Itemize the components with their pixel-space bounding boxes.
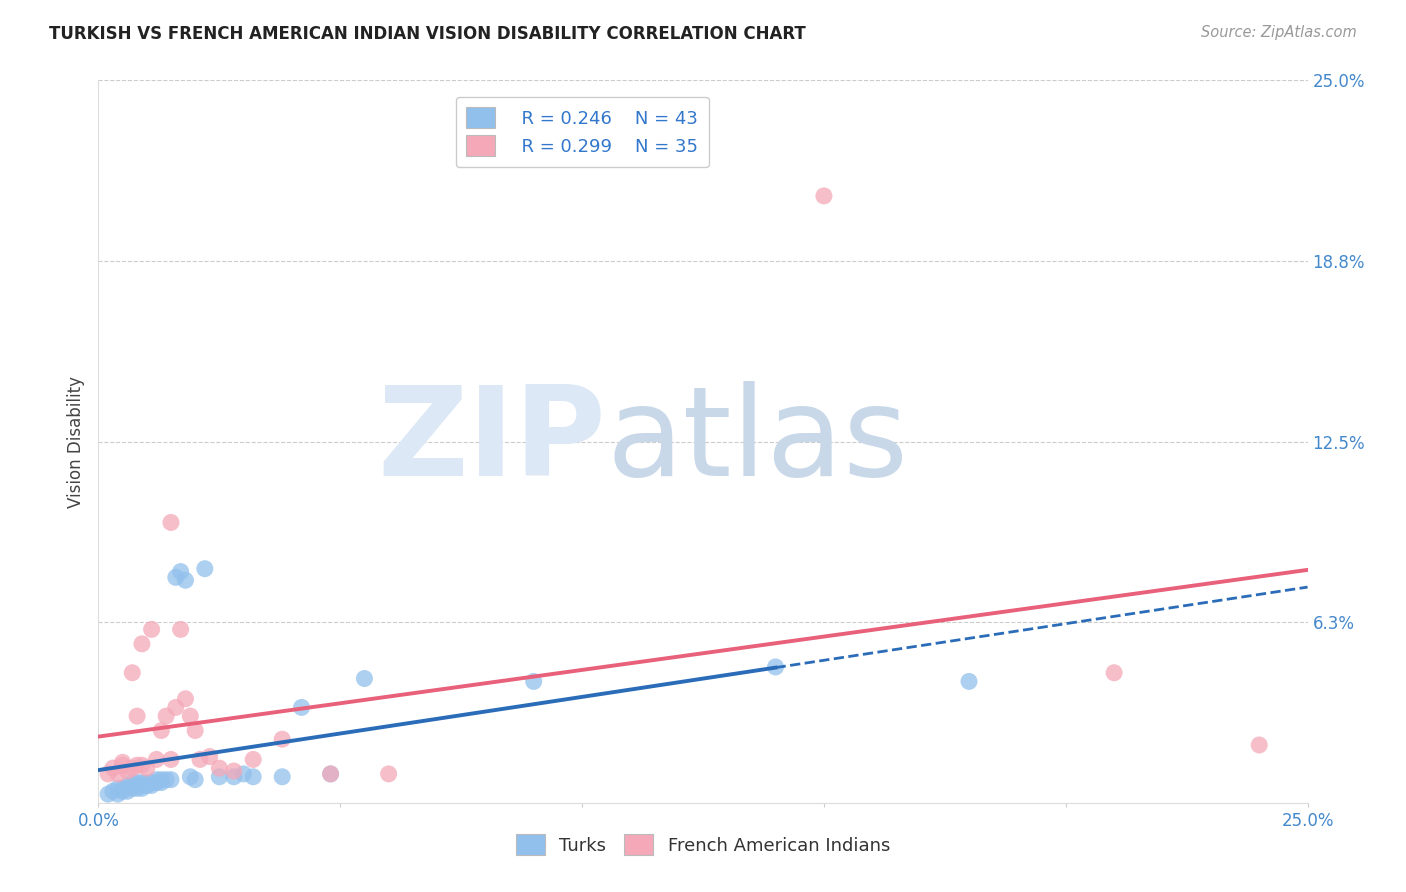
Point bbox=[111, 756, 134, 770]
Point bbox=[135, 775, 157, 789]
Point bbox=[160, 772, 183, 787]
Y-axis label: Vision Disability: Vision Disability bbox=[67, 376, 86, 508]
Point bbox=[107, 767, 129, 781]
Point bbox=[242, 752, 264, 766]
Point bbox=[155, 772, 177, 787]
Point bbox=[198, 749, 221, 764]
Point bbox=[131, 758, 153, 772]
Point bbox=[179, 770, 201, 784]
Point bbox=[111, 781, 134, 796]
Point bbox=[165, 570, 187, 584]
Point bbox=[523, 674, 546, 689]
Point bbox=[150, 723, 173, 738]
Point bbox=[1249, 738, 1271, 752]
Point bbox=[242, 770, 264, 784]
Point bbox=[141, 623, 163, 637]
Legend: Turks, French American Indians: Turks, French American Indians bbox=[509, 827, 897, 863]
Point bbox=[222, 770, 245, 784]
Point bbox=[271, 732, 294, 747]
Point bbox=[208, 770, 231, 784]
Point bbox=[101, 761, 124, 775]
Point bbox=[160, 752, 183, 766]
Point bbox=[1102, 665, 1125, 680]
Text: ZIP: ZIP bbox=[378, 381, 606, 502]
Point bbox=[117, 784, 139, 798]
Point bbox=[232, 767, 254, 781]
Point bbox=[165, 700, 187, 714]
Point bbox=[117, 764, 139, 778]
Point bbox=[121, 779, 143, 793]
Point bbox=[127, 775, 149, 789]
Point bbox=[188, 752, 211, 766]
Point bbox=[97, 787, 120, 801]
Text: Source: ZipAtlas.com: Source: ZipAtlas.com bbox=[1201, 25, 1357, 40]
Point bbox=[194, 562, 217, 576]
Point bbox=[150, 772, 173, 787]
Point bbox=[169, 623, 191, 637]
Point bbox=[145, 772, 167, 787]
Point bbox=[127, 758, 149, 772]
Point bbox=[813, 189, 835, 203]
Point bbox=[97, 767, 120, 781]
Point bbox=[141, 779, 163, 793]
Point bbox=[121, 761, 143, 775]
Point bbox=[179, 709, 201, 723]
Point bbox=[155, 709, 177, 723]
Point bbox=[319, 767, 342, 781]
Point bbox=[377, 767, 399, 781]
Point bbox=[208, 761, 231, 775]
Point bbox=[290, 700, 312, 714]
Point bbox=[127, 781, 149, 796]
Point bbox=[127, 709, 149, 723]
Point bbox=[160, 516, 183, 530]
Point bbox=[131, 779, 153, 793]
Point bbox=[131, 637, 153, 651]
Point bbox=[121, 781, 143, 796]
Point bbox=[222, 764, 245, 778]
Point bbox=[131, 775, 153, 789]
Point bbox=[319, 767, 342, 781]
Text: TURKISH VS FRENCH AMERICAN INDIAN VISION DISABILITY CORRELATION CHART: TURKISH VS FRENCH AMERICAN INDIAN VISION… bbox=[49, 25, 806, 43]
Point bbox=[121, 665, 143, 680]
Point bbox=[765, 660, 787, 674]
Point bbox=[169, 565, 191, 579]
Point bbox=[145, 775, 167, 789]
Point bbox=[353, 672, 375, 686]
Point bbox=[121, 775, 143, 789]
Point bbox=[184, 772, 207, 787]
Point bbox=[150, 775, 173, 789]
Point bbox=[135, 779, 157, 793]
Point bbox=[271, 770, 294, 784]
Text: atlas: atlas bbox=[606, 381, 908, 502]
Point bbox=[107, 781, 129, 796]
Point bbox=[117, 779, 139, 793]
Point bbox=[111, 784, 134, 798]
Point bbox=[135, 761, 157, 775]
Point bbox=[145, 752, 167, 766]
Point bbox=[184, 723, 207, 738]
Point bbox=[111, 758, 134, 772]
Point bbox=[107, 787, 129, 801]
Point bbox=[101, 784, 124, 798]
Point bbox=[131, 781, 153, 796]
Point bbox=[174, 691, 197, 706]
Point bbox=[141, 775, 163, 789]
Point bbox=[174, 574, 197, 588]
Point bbox=[957, 674, 980, 689]
